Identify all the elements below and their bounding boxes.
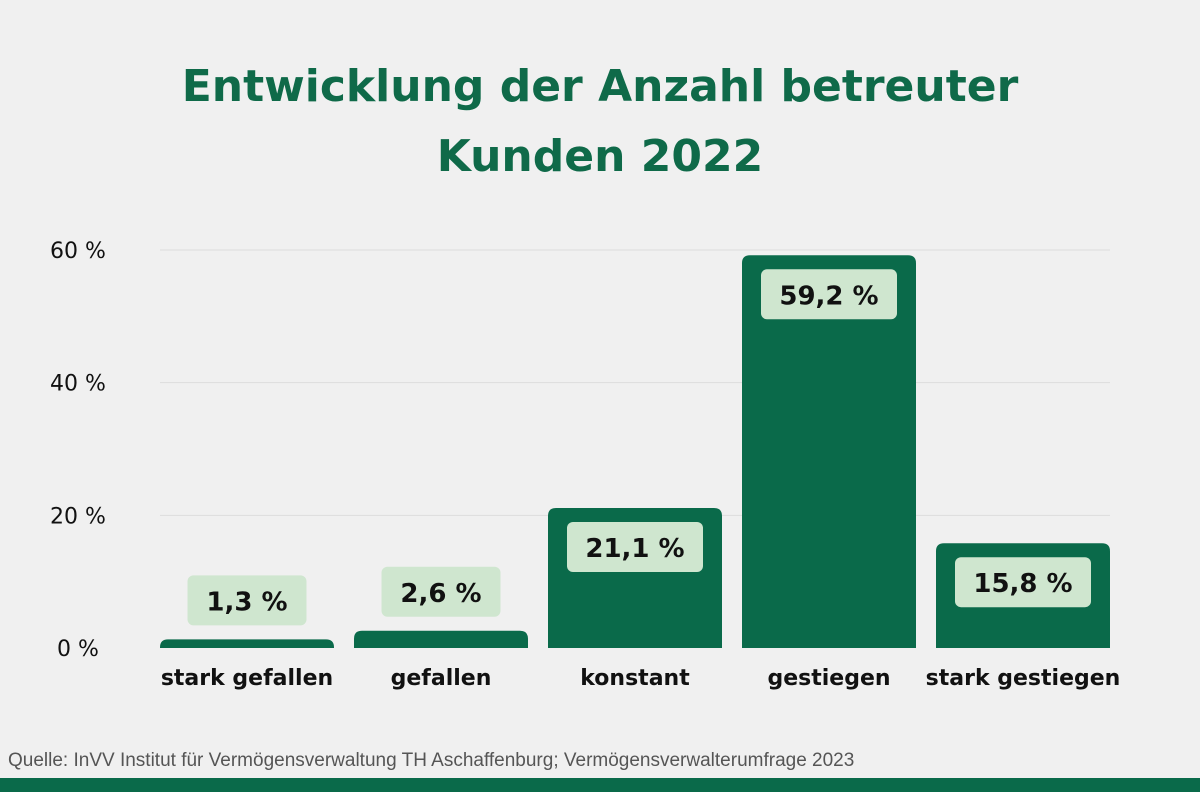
chart-title: Entwicklung der Anzahl betreuter Kunden … [0, 52, 1200, 192]
category-label: gestiegen [767, 666, 890, 691]
category-label: gefallen [391, 666, 492, 691]
y-tick-label: 20 % [50, 504, 106, 529]
y-tick-label: 60 % [50, 239, 106, 264]
category-label: konstant [580, 666, 690, 691]
category-label: stark gefallen [161, 666, 333, 691]
value-label-box [567, 522, 703, 573]
y-tick-label: 0 % [57, 637, 99, 662]
value-label: 59,2 % [779, 281, 878, 311]
value-label-box [955, 557, 1091, 608]
y-tick-label: 40 % [50, 372, 106, 397]
bar [354, 630, 528, 648]
value-label: 15,8 % [973, 569, 1072, 599]
footer-bar [0, 778, 1200, 792]
value-label-box [761, 269, 897, 320]
value-label: 2,6 % [400, 579, 481, 609]
value-label-box [381, 566, 501, 617]
chart-title-line-1: Entwicklung der Anzahl betreuter [181, 61, 1019, 112]
chart-title-line-2: Kunden 2022 [436, 131, 764, 182]
source-note: Quelle: InVV Institut für Vermögensverwa… [8, 750, 855, 771]
value-label: 1,3 % [206, 587, 287, 617]
bar [160, 639, 334, 648]
category-label: stark gestiegen [926, 666, 1121, 691]
value-label-box [187, 575, 307, 626]
bar [742, 255, 916, 648]
value-label: 21,1 % [585, 534, 684, 564]
